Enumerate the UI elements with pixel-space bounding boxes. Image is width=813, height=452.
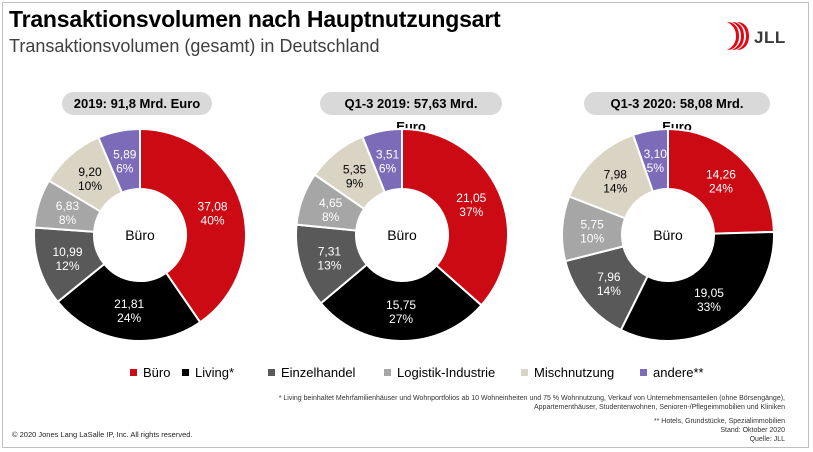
jll-logo-icon <box>727 22 749 50</box>
slice-value-label: 5,35 <box>343 163 367 177</box>
legend-label: Einzelhandel <box>281 365 356 380</box>
donut-slice-b-ro <box>139 127 247 324</box>
slice-percent-label: 27% <box>389 312 413 326</box>
legend-item-logistik: Logistik-Industrie <box>384 365 495 380</box>
slice-value-label: 15,75 <box>386 298 416 312</box>
footnote-living-line-1: * Living beinhaltet Mehrfamilienhäuser u… <box>278 395 785 402</box>
slice-value-label: 3,51 <box>376 147 400 161</box>
slice-percent-label: 9% <box>346 177 364 191</box>
slice-percent-label: 10% <box>580 231 604 245</box>
slice-percent-label: 10% <box>78 179 102 193</box>
slice-percent-label: 12% <box>56 259 80 273</box>
footnote-sources: ** Hotels, Grundstücke, Spezialimmobilie… <box>654 417 785 444</box>
donut-slice-andere <box>97 127 141 194</box>
chart-1-title: 2019: 91,8 Mrd. Euro <box>62 92 212 115</box>
footnote-andere: ** Hotels, Grundstücke, Spezialimmobilie… <box>653 418 785 425</box>
donut-center-label: Büro <box>387 227 417 243</box>
footnote-living-line-2: Appartementhäuser, Studentenwohnen, Seni… <box>534 404 785 411</box>
slice-percent-label: 14% <box>597 284 621 298</box>
footnote-stand: Stand: Oktober 2020 <box>720 427 785 434</box>
slice-percent-label: 6% <box>379 161 397 175</box>
slice-value-label: 6,83 <box>56 199 80 213</box>
slice-percent-label: 33% <box>697 300 721 314</box>
slice-value-label: 14,26 <box>706 167 736 181</box>
donut-slice-living <box>319 263 483 342</box>
legend-swatch-mischnutzung <box>521 369 528 376</box>
donut-slice-b-ro <box>401 127 509 307</box>
legend-label: Living* <box>195 365 235 380</box>
slide-frame <box>2 2 809 448</box>
legend-swatch-buero <box>130 369 137 376</box>
slice-value-label: 5,75 <box>580 217 604 231</box>
legend-item-einzelhandel: Einzelhandel <box>268 365 355 380</box>
jll-logo-text: JLL <box>754 28 786 47</box>
legend-swatch-andere <box>640 369 647 376</box>
slice-percent-label: 24% <box>117 311 141 325</box>
legend-label: Mischnutzung <box>534 365 615 380</box>
slice-value-label: 7,96 <box>597 270 621 284</box>
slice-percent-label: 6% <box>116 162 134 176</box>
footnote-quelle: Quelle: JLL <box>749 436 785 443</box>
slide-title: Transaktionsvolumen nach Hauptnutzungsar… <box>9 6 501 32</box>
slice-percent-label: 8% <box>59 213 77 227</box>
donut-center-label: Büro <box>125 227 155 243</box>
donut-center-label: Büro <box>653 227 683 243</box>
slice-value-label: 10,99 <box>53 245 83 259</box>
legend-swatch-living <box>182 369 189 376</box>
slice-value-label: 19,05 <box>694 286 724 300</box>
legend-item-andere: andere** <box>640 365 704 380</box>
slice-value-label: 7,31 <box>318 245 342 259</box>
donut-chart-q1-3-2020: 14,2624%19,0533%7,9614%5,7510%7,9814%3,1… <box>561 127 775 342</box>
footnote-living: * Living beinhaltet Mehrfamilienhäuser u… <box>279 394 785 412</box>
slice-value-label: 7,98 <box>604 167 628 181</box>
slice-value-label: 3,10 <box>644 147 668 161</box>
legend-item-living: Living* <box>182 365 234 380</box>
slice-value-label: 21,81 <box>114 297 144 311</box>
slice-value-label: 37,08 <box>198 199 228 213</box>
slice-value-label: 5,89 <box>113 148 137 162</box>
chart-legend: Büro Living* Einzelhandel Logistik-Indus… <box>0 365 813 385</box>
slice-percent-label: 13% <box>317 259 341 273</box>
donut-slice-b-ro <box>667 127 775 235</box>
slice-value-label: 21,05 <box>456 191 486 205</box>
legend-label: andere** <box>653 365 704 380</box>
legend-item-mischnutzung: Mischnutzung <box>521 365 614 380</box>
legend-label: Büro <box>143 365 171 380</box>
slice-percent-label: 14% <box>603 181 627 195</box>
slice-percent-label: 37% <box>459 205 483 219</box>
legend-item-buero: Büro <box>130 365 170 380</box>
donut-slice-andere <box>631 127 669 193</box>
slice-value-label: 4,65 <box>319 196 343 210</box>
donut-slice-living <box>619 230 775 342</box>
slice-percent-label: 24% <box>709 181 733 195</box>
slice-percent-label: 8% <box>322 210 340 224</box>
slice-percent-label: 5% <box>647 161 665 175</box>
legend-swatch-einzelhandel <box>268 369 275 376</box>
slide-subtitle: Transaktionsvolumen (gesamt) in Deutschl… <box>9 36 380 56</box>
legend-swatch-logistik <box>384 369 391 376</box>
donut-slice-living <box>56 262 202 342</box>
legend-label: Logistik-Industrie <box>397 365 496 380</box>
slice-percent-label: 40% <box>201 213 225 227</box>
copyright: © 2020 Jones Lang LaSalle IP, Inc. All r… <box>12 430 193 439</box>
donut-slice-andere <box>361 127 403 194</box>
slice-value-label: 9,20 <box>78 165 102 179</box>
jll-logo: JLL <box>723 20 803 54</box>
